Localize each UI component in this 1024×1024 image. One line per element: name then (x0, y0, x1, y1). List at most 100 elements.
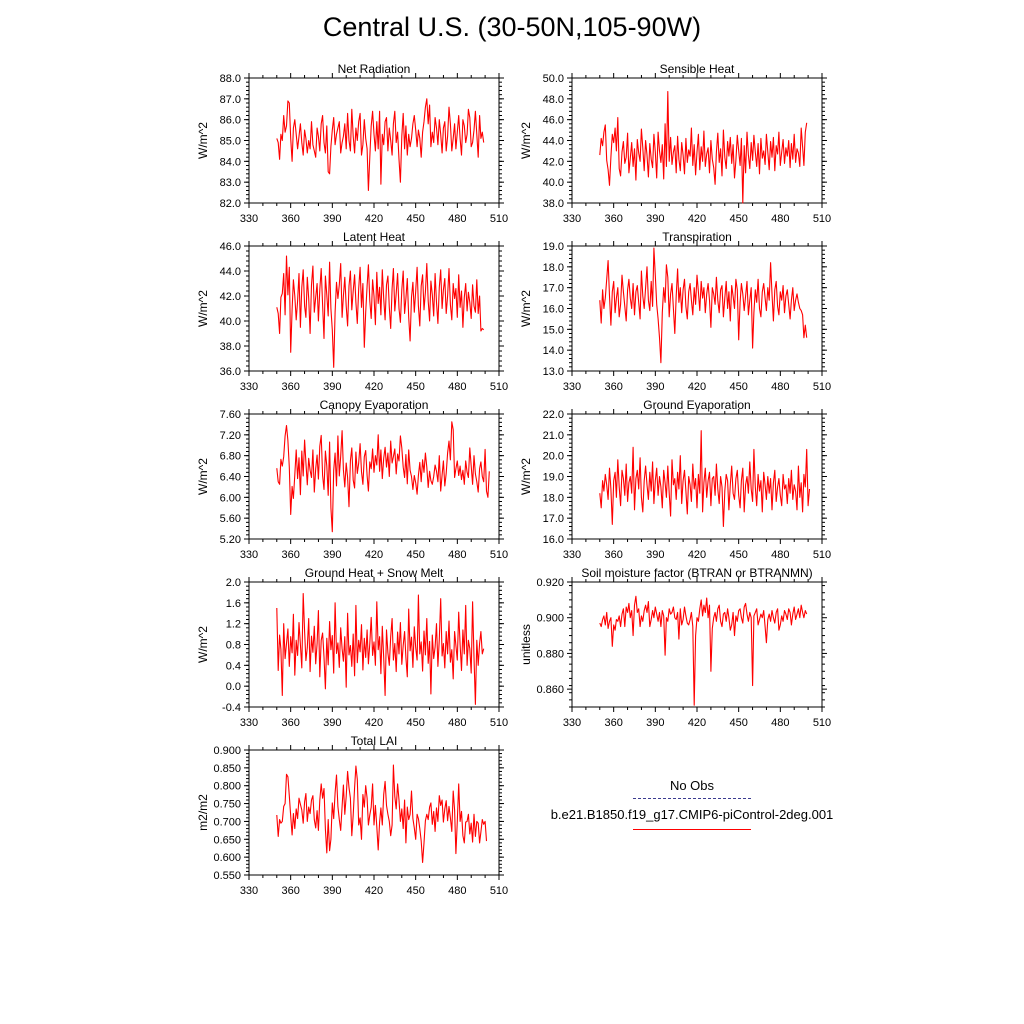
series-line (599, 90, 808, 204)
y-tick-label: 0.8 (226, 640, 241, 652)
x-tick-label: 360 (281, 717, 299, 729)
y-tick-label: 0.0 (226, 681, 241, 693)
y-tick-label: 0.750 (213, 799, 241, 811)
x-tick-label: 390 (646, 549, 664, 561)
x-tick-label: 360 (604, 717, 622, 729)
y-tick-label: 18.0 (543, 492, 564, 504)
y-tick-label: -0.4 (222, 702, 241, 714)
y-axis-label: W/m^2 (519, 458, 533, 495)
y-tick-label: 17.0 (543, 283, 564, 295)
panel-title: Ground Evaporation (643, 398, 750, 412)
panel-title: Ground Heat + Snow Melt (305, 566, 444, 580)
x-tick-label: 480 (448, 717, 466, 729)
x-tick-label: 420 (365, 213, 383, 225)
x-tick-label: 450 (729, 549, 747, 561)
x-tick-label: 390 (323, 885, 341, 897)
x-tick-label: 420 (688, 549, 706, 561)
x-tick-label: 330 (240, 213, 258, 225)
panel-title: Net Radiation (338, 62, 411, 76)
x-tick-label: 480 (771, 717, 789, 729)
y-tick-label: 7.20 (220, 430, 241, 442)
y-tick-label: 22.0 (543, 409, 564, 421)
y-tick-label: 48.0 (543, 94, 564, 106)
y-tick-label: 6.00 (220, 492, 241, 504)
y-tick-label: 0.900 (536, 613, 564, 625)
y-tick-label: 14.0 (543, 345, 564, 357)
y-tick-label: 0.4 (226, 660, 241, 672)
x-tick-label: 510 (813, 717, 831, 729)
y-axis-label: W/m^2 (196, 290, 210, 327)
series-line (276, 764, 488, 864)
x-tick-label: 510 (813, 213, 831, 225)
x-tick-label: 420 (365, 381, 383, 393)
x-tick-label: 390 (323, 381, 341, 393)
y-tick-label: 1.2 (226, 619, 241, 631)
x-tick-label: 420 (365, 885, 383, 897)
series-line (599, 247, 808, 364)
panel-title: Latent Heat (343, 230, 406, 244)
x-tick-label: 360 (604, 549, 622, 561)
series-line (599, 595, 808, 706)
y-tick-label: 6.40 (220, 472, 241, 484)
panel-title: Total LAI (351, 734, 398, 748)
x-tick-label: 360 (604, 381, 622, 393)
y-tick-label: 40.0 (543, 177, 564, 189)
y-tick-label: 0.550 (213, 870, 241, 882)
y-axis-label: W/m^2 (196, 122, 210, 159)
legend-obs-label: No Obs (669, 778, 715, 793)
panel-title: Canopy Evaporation (320, 398, 429, 412)
y-tick-label: 0.860 (536, 684, 564, 696)
x-tick-label: 480 (448, 549, 466, 561)
x-tick-label: 330 (240, 885, 258, 897)
y-tick-label: 7.60 (220, 409, 241, 421)
y-tick-label: 0.850 (213, 763, 241, 775)
x-tick-label: 420 (688, 213, 706, 225)
x-tick-label: 390 (323, 549, 341, 561)
x-tick-label: 360 (281, 381, 299, 393)
y-tick-label: 0.800 (213, 781, 241, 793)
y-axis-label: W/m^2 (519, 290, 533, 327)
y-tick-label: 42.0 (220, 291, 241, 303)
y-tick-label: 16.0 (543, 304, 564, 316)
y-tick-label: 88.0 (220, 73, 241, 85)
y-tick-label: 46.0 (543, 115, 564, 127)
y-tick-label: 5.20 (220, 534, 241, 546)
x-tick-label: 480 (771, 381, 789, 393)
x-tick-label: 450 (406, 549, 424, 561)
y-tick-label: 85.0 (220, 136, 241, 148)
x-tick-label: 450 (729, 381, 747, 393)
x-tick-label: 450 (406, 717, 424, 729)
x-tick-label: 480 (448, 885, 466, 897)
y-tick-label: 44.0 (220, 266, 241, 278)
panel-title: Sensible Heat (660, 62, 735, 76)
y-tick-label: 0.700 (213, 816, 241, 828)
legend: No Obs b.e21.B1850.f19_g17.CMIP6-piContr… (520, 778, 864, 830)
series-line (276, 98, 485, 192)
y-tick-label: 44.0 (543, 136, 564, 148)
y-tick-label: 84.0 (220, 156, 241, 168)
x-tick-label: 510 (490, 717, 508, 729)
y-axis-label: m2/m2 (196, 794, 210, 831)
x-tick-label: 510 (490, 549, 508, 561)
legend-obs-line (633, 798, 751, 799)
y-tick-label: 0.650 (213, 834, 241, 846)
x-tick-label: 390 (323, 213, 341, 225)
x-tick-label: 390 (646, 381, 664, 393)
x-tick-label: 330 (240, 381, 258, 393)
y-tick-label: 38.0 (543, 198, 564, 210)
y-tick-label: 1.6 (226, 598, 241, 610)
y-tick-label: 5.60 (220, 513, 241, 525)
x-tick-label: 360 (604, 213, 622, 225)
x-tick-label: 510 (490, 885, 508, 897)
y-tick-label: 0.900 (213, 745, 241, 757)
y-tick-label: 13.0 (543, 366, 564, 378)
y-axis-label: W/m^2 (519, 122, 533, 159)
x-tick-label: 330 (563, 213, 581, 225)
plot-frame (571, 581, 823, 708)
y-axis-label: unitless (519, 624, 533, 665)
y-tick-label: 21.0 (543, 430, 564, 442)
x-tick-label: 450 (729, 213, 747, 225)
y-tick-label: 46.0 (220, 241, 241, 253)
y-tick-label: 50.0 (543, 73, 564, 85)
